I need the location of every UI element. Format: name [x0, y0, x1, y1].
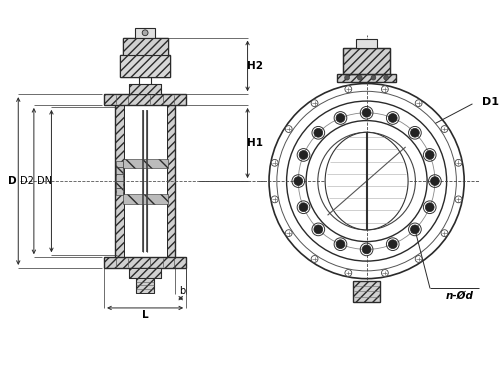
Circle shape — [430, 177, 440, 186]
Text: D: D — [8, 176, 16, 186]
Text: H1: H1 — [248, 138, 264, 148]
Circle shape — [358, 75, 362, 80]
Circle shape — [426, 151, 434, 159]
Circle shape — [382, 86, 388, 93]
Bar — [130, 268, 160, 278]
Circle shape — [362, 108, 371, 117]
Circle shape — [388, 114, 397, 123]
Circle shape — [299, 203, 308, 211]
Circle shape — [336, 240, 345, 249]
Bar — [122, 38, 168, 55]
Bar — [343, 48, 390, 74]
Bar — [136, 28, 155, 38]
Circle shape — [345, 269, 352, 276]
Text: b: b — [180, 286, 186, 296]
Bar — [116, 161, 122, 168]
Bar — [104, 257, 186, 268]
Circle shape — [455, 159, 462, 166]
Circle shape — [362, 245, 371, 254]
Bar — [104, 94, 186, 105]
Bar — [116, 168, 122, 174]
Circle shape — [272, 159, 278, 166]
Text: n-Ød: n-Ød — [446, 291, 473, 301]
Text: DN: DN — [37, 176, 52, 186]
Circle shape — [272, 196, 278, 203]
Circle shape — [314, 225, 322, 234]
Circle shape — [371, 75, 376, 80]
Bar — [136, 278, 154, 293]
Bar — [120, 55, 170, 77]
Circle shape — [410, 225, 420, 234]
Bar — [353, 280, 380, 302]
Bar — [130, 85, 160, 94]
Circle shape — [286, 125, 292, 132]
Circle shape — [441, 125, 448, 132]
Circle shape — [314, 128, 322, 137]
Circle shape — [311, 100, 318, 107]
Text: D2: D2 — [20, 176, 34, 186]
Circle shape — [142, 30, 148, 36]
Bar — [122, 159, 168, 168]
Bar — [356, 39, 378, 48]
Circle shape — [294, 177, 302, 186]
Text: L: L — [142, 310, 148, 320]
Circle shape — [311, 256, 318, 262]
Text: D1: D1 — [482, 97, 499, 107]
Circle shape — [410, 128, 420, 137]
Bar — [115, 105, 124, 257]
Bar — [166, 105, 175, 257]
Circle shape — [299, 151, 308, 159]
Bar — [122, 194, 168, 204]
Circle shape — [441, 230, 448, 237]
Circle shape — [344, 75, 350, 80]
Bar — [116, 181, 122, 188]
Bar — [116, 174, 122, 181]
Circle shape — [426, 203, 434, 211]
Circle shape — [336, 114, 345, 123]
Bar — [116, 188, 122, 195]
Circle shape — [382, 269, 388, 276]
Bar — [338, 74, 396, 82]
Ellipse shape — [325, 132, 408, 230]
Text: H2: H2 — [248, 61, 264, 71]
Circle shape — [286, 230, 292, 237]
Circle shape — [388, 240, 397, 249]
Circle shape — [345, 86, 352, 93]
Circle shape — [384, 75, 388, 80]
Circle shape — [415, 100, 422, 107]
Circle shape — [455, 196, 462, 203]
Circle shape — [415, 256, 422, 262]
